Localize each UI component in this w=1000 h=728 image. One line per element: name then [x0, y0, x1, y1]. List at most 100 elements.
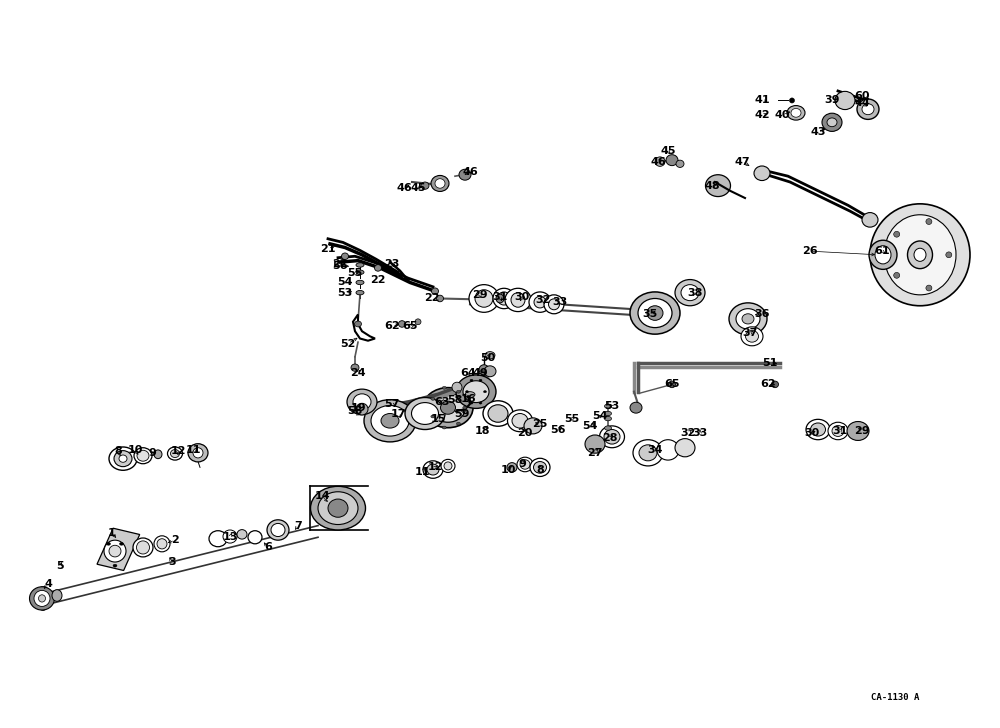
Text: 55: 55 [347, 268, 363, 278]
Ellipse shape [154, 450, 162, 459]
Ellipse shape [38, 602, 44, 608]
Ellipse shape [736, 309, 760, 329]
Ellipse shape [452, 382, 462, 392]
Ellipse shape [356, 263, 364, 267]
Text: 10: 10 [127, 445, 143, 455]
Text: 62: 62 [760, 379, 776, 389]
Text: 46: 46 [462, 167, 478, 177]
Ellipse shape [356, 403, 368, 415]
Text: 60: 60 [854, 91, 870, 101]
Text: 16: 16 [460, 394, 476, 404]
Ellipse shape [170, 449, 180, 457]
Text: 38: 38 [687, 288, 703, 298]
Ellipse shape [604, 430, 620, 444]
Text: 46: 46 [396, 183, 412, 193]
Ellipse shape [34, 590, 50, 606]
Text: 30: 30 [514, 292, 530, 302]
Ellipse shape [926, 285, 932, 291]
Ellipse shape [520, 460, 530, 470]
Ellipse shape [42, 589, 48, 595]
Ellipse shape [38, 595, 46, 602]
Ellipse shape [475, 290, 493, 307]
Ellipse shape [431, 175, 449, 191]
Ellipse shape [604, 404, 612, 408]
Ellipse shape [530, 459, 550, 477]
Ellipse shape [442, 387, 446, 389]
Ellipse shape [630, 292, 680, 334]
Ellipse shape [104, 540, 126, 562]
Ellipse shape [894, 272, 900, 278]
Text: 47: 47 [734, 157, 750, 167]
Ellipse shape [114, 451, 132, 467]
Text: 44: 44 [854, 98, 870, 108]
Text: 54: 54 [582, 421, 598, 431]
Ellipse shape [42, 602, 48, 608]
Text: 27: 27 [587, 448, 603, 458]
Ellipse shape [832, 425, 844, 436]
Ellipse shape [30, 587, 54, 610]
Ellipse shape [37, 596, 43, 601]
Text: 22: 22 [424, 293, 440, 304]
Ellipse shape [639, 445, 657, 461]
Ellipse shape [465, 392, 475, 397]
Ellipse shape [40, 605, 46, 611]
Ellipse shape [946, 252, 952, 258]
Text: 28: 28 [602, 433, 618, 443]
Text: 22: 22 [332, 258, 348, 269]
Ellipse shape [746, 331, 759, 342]
Ellipse shape [133, 538, 153, 557]
Ellipse shape [875, 245, 891, 264]
Ellipse shape [356, 290, 364, 295]
Ellipse shape [237, 529, 247, 539]
Text: 50: 50 [480, 353, 496, 363]
Text: 21: 21 [320, 244, 336, 254]
Ellipse shape [431, 415, 435, 418]
Ellipse shape [38, 589, 44, 595]
Ellipse shape [806, 419, 830, 440]
Ellipse shape [43, 596, 49, 601]
Ellipse shape [742, 314, 754, 324]
Ellipse shape [136, 541, 150, 554]
Text: 18: 18 [474, 426, 490, 436]
Ellipse shape [430, 393, 466, 422]
Text: 53: 53 [604, 401, 620, 411]
Ellipse shape [465, 390, 468, 392]
Ellipse shape [267, 520, 289, 540]
Text: 5: 5 [56, 561, 64, 571]
Ellipse shape [729, 303, 767, 335]
Ellipse shape [862, 213, 878, 227]
Ellipse shape [374, 264, 382, 271]
Ellipse shape [647, 306, 663, 320]
Ellipse shape [512, 414, 528, 428]
Ellipse shape [485, 352, 495, 359]
Ellipse shape [435, 179, 445, 188]
Ellipse shape [109, 545, 121, 557]
Ellipse shape [328, 499, 348, 517]
Ellipse shape [544, 295, 564, 314]
Text: 57: 57 [384, 399, 400, 409]
Ellipse shape [168, 447, 182, 460]
Ellipse shape [40, 586, 46, 592]
Ellipse shape [914, 248, 926, 261]
Ellipse shape [137, 450, 149, 462]
Ellipse shape [432, 288, 438, 294]
Text: 8: 8 [114, 446, 122, 456]
Ellipse shape [479, 402, 482, 404]
Ellipse shape [507, 463, 517, 472]
Text: 14: 14 [314, 491, 330, 502]
Ellipse shape [828, 422, 848, 440]
Ellipse shape [604, 426, 612, 430]
Text: 15: 15 [430, 414, 446, 424]
Ellipse shape [754, 166, 770, 181]
Ellipse shape [469, 285, 499, 312]
Ellipse shape [810, 423, 826, 436]
Text: 45: 45 [660, 146, 676, 157]
Ellipse shape [188, 443, 208, 462]
Ellipse shape [381, 414, 399, 428]
Ellipse shape [119, 455, 127, 462]
Ellipse shape [638, 298, 672, 328]
Text: 48: 48 [704, 181, 720, 191]
Ellipse shape [113, 564, 117, 567]
Text: 54: 54 [337, 277, 353, 288]
Ellipse shape [364, 400, 416, 442]
